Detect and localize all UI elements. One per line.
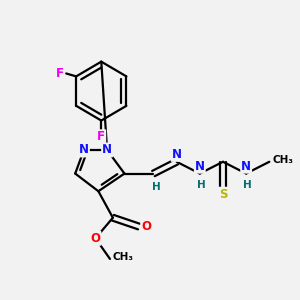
Text: N: N [241,160,251,173]
Text: H: H [197,180,206,190]
Text: O: O [91,232,100,245]
Text: S: S [219,188,227,201]
Text: N: N [102,143,112,157]
Text: H: H [152,182,161,192]
Text: F: F [56,67,64,80]
Text: CH₃: CH₃ [272,155,293,165]
Text: N: N [172,148,182,161]
Text: N: N [195,160,205,173]
Text: F: F [97,130,105,143]
Text: O: O [141,220,151,233]
Text: H: H [243,180,252,190]
Text: N: N [79,143,89,157]
Text: CH₃: CH₃ [113,253,134,262]
